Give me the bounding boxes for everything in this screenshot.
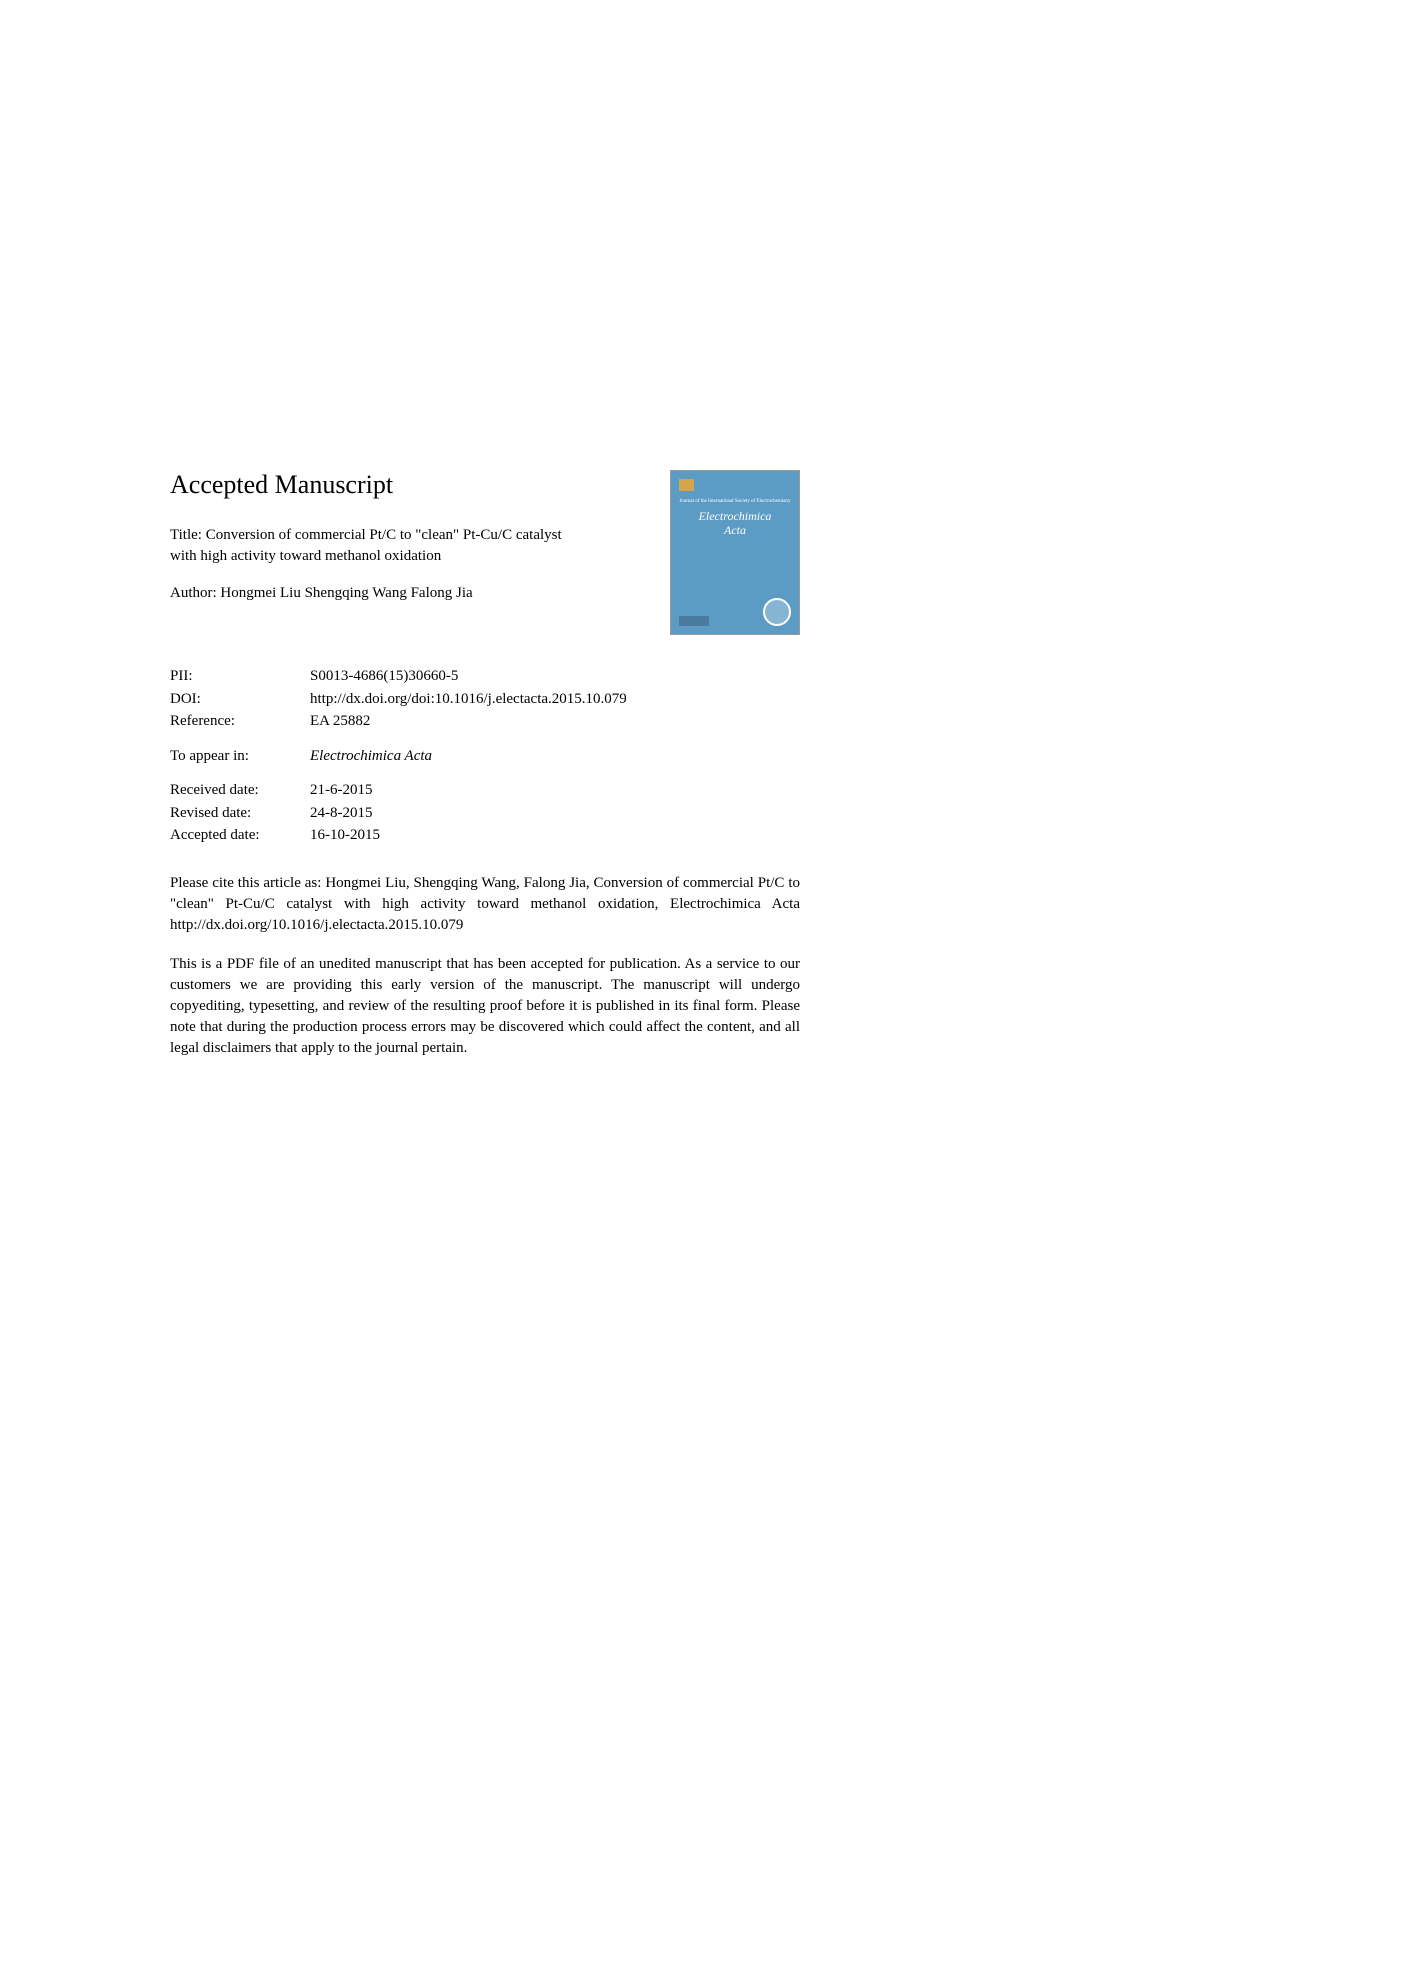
article-authors: Author: Hongmei Liu Shengqing Wang Falon… bbox=[170, 585, 655, 602]
citation-text: Please cite this article as: Hongmei Liu… bbox=[170, 873, 800, 936]
cover-title-line2: Acta bbox=[724, 523, 746, 537]
cover-publisher-mark-icon bbox=[679, 616, 709, 626]
revised-label: Revised date: bbox=[170, 802, 310, 825]
doi-value: http://dx.doi.org/doi:10.1016/j.electact… bbox=[310, 688, 800, 711]
title-label: Title: bbox=[170, 527, 202, 543]
reference-value: EA 25882 bbox=[310, 710, 800, 733]
meta-row-reference: Reference: EA 25882 bbox=[170, 710, 800, 733]
author-label: Author: bbox=[170, 585, 217, 601]
accepted-manuscript-heading: Accepted Manuscript bbox=[170, 470, 655, 500]
title-value: Conversion of commercial Pt/C to "clean"… bbox=[170, 527, 562, 564]
meta-row-pii: PII: S0013-4686(15)30660-5 bbox=[170, 665, 800, 688]
cover-logo-icon bbox=[679, 479, 694, 491]
doi-label: DOI: bbox=[170, 688, 310, 711]
received-value: 21-6-2015 bbox=[310, 779, 800, 802]
journal-cover-thumbnail: Journal of the International Society of … bbox=[670, 470, 800, 635]
meta-row-appear: To appear in: Electrochimica Acta bbox=[170, 745, 800, 768]
cover-tagline: Journal of the International Society of … bbox=[671, 499, 799, 504]
cover-seal-icon bbox=[763, 598, 791, 626]
pii-value: S0013-4686(15)30660-5 bbox=[310, 665, 800, 688]
meta-row-doi: DOI: http://dx.doi.org/doi:10.1016/j.ele… bbox=[170, 688, 800, 711]
header-row: Accepted Manuscript Title: Conversion of… bbox=[170, 470, 800, 635]
header-left: Accepted Manuscript Title: Conversion of… bbox=[170, 470, 655, 622]
author-value: Hongmei Liu Shengqing Wang Falong Jia bbox=[220, 585, 472, 601]
meta-row-accepted: Accepted date: 16-10-2015 bbox=[170, 824, 800, 847]
accepted-value: 16-10-2015 bbox=[310, 824, 800, 847]
appear-value: Electrochimica Acta bbox=[310, 745, 800, 768]
page-container: Accepted Manuscript Title: Conversion of… bbox=[170, 470, 800, 1059]
cover-journal-title: Electrochimica Acta bbox=[671, 509, 799, 538]
cover-title-line1: Electrochimica bbox=[699, 509, 772, 523]
meta-row-received: Received date: 21-6-2015 bbox=[170, 779, 800, 802]
revised-value: 24-8-2015 bbox=[310, 802, 800, 825]
appear-label: To appear in: bbox=[170, 745, 310, 768]
pii-label: PII: bbox=[170, 665, 310, 688]
meta-spacer bbox=[170, 733, 800, 745]
disclaimer-text: This is a PDF file of an unedited manusc… bbox=[170, 954, 800, 1059]
meta-row-revised: Revised date: 24-8-2015 bbox=[170, 802, 800, 825]
reference-label: Reference: bbox=[170, 710, 310, 733]
article-title: Title: Conversion of commercial Pt/C to … bbox=[170, 525, 590, 567]
received-label: Received date: bbox=[170, 779, 310, 802]
metadata-table: PII: S0013-4686(15)30660-5 DOI: http://d… bbox=[170, 665, 800, 847]
accepted-label: Accepted date: bbox=[170, 824, 310, 847]
meta-spacer bbox=[170, 767, 800, 779]
